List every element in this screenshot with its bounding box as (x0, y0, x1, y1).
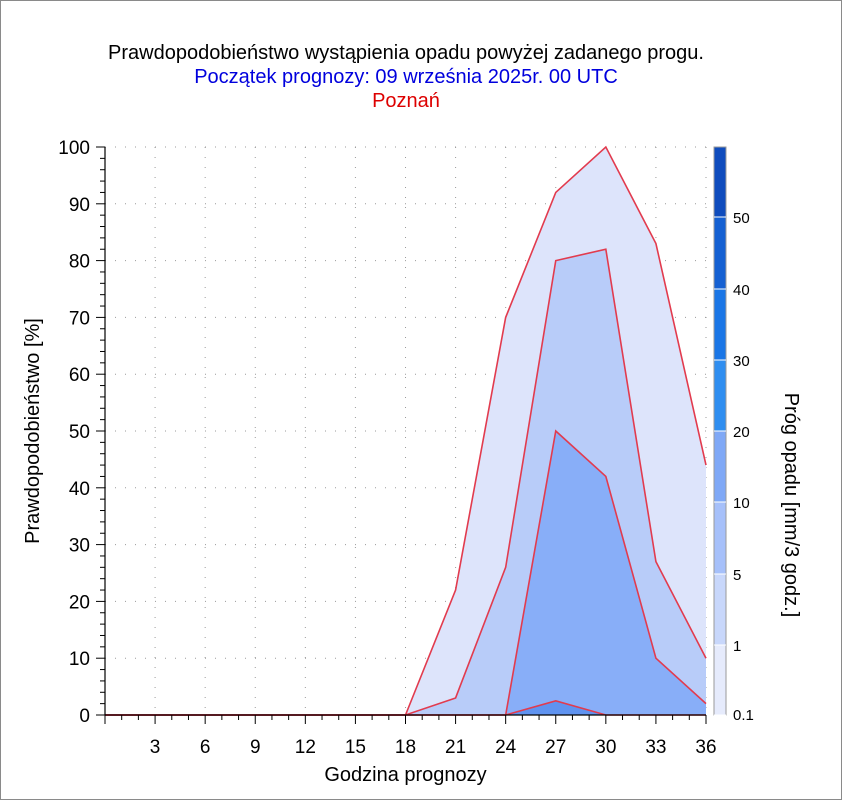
x-axis-title: Godzina prognozy (324, 764, 486, 786)
colorbar-tick-label: 1 (733, 638, 741, 655)
colorbar-segment (714, 289, 726, 360)
colorbar-tick-label: 5 (733, 567, 741, 584)
colorbar-segment (714, 502, 726, 574)
x-tick-label: 3 (150, 737, 161, 758)
y-tick-label: 20 (69, 592, 90, 613)
x-tick-label: 24 (495, 737, 517, 758)
x-tick-label: 6 (200, 737, 211, 758)
colorbar-tick-label: 10 (733, 495, 750, 512)
colorbar-segment (714, 360, 726, 431)
x-tick-label: 15 (345, 737, 366, 758)
colorbar-tick-label: 50 (733, 210, 750, 227)
y-tick-label: 10 (69, 649, 90, 670)
colorbar-segment (714, 147, 726, 217)
x-tick-label: 18 (395, 737, 416, 758)
x-tick-label: 33 (645, 737, 666, 758)
colorbar-tick-label: 30 (733, 353, 750, 370)
colorbar-tick-label: 0.1 (733, 707, 754, 724)
y-tick-label: 50 (69, 422, 90, 443)
colorbar-segment (714, 431, 726, 502)
x-tick-label: 27 (545, 737, 566, 758)
y-tick-label: 30 (69, 536, 90, 557)
area-series (105, 431, 706, 715)
colorbar-title: Próg opadu [mm/3 godz.] (780, 393, 802, 618)
colorbar-segment (714, 217, 726, 289)
area-series (105, 700, 706, 715)
y-tick-label: 90 (69, 195, 90, 216)
forecast-start-subtitle: Początek prognozy: 09 września 2025r. 00… (194, 66, 618, 88)
location-label: Poznań (372, 90, 440, 112)
y-tick-label: 40 (69, 479, 90, 500)
y-tick-label: 100 (58, 138, 90, 159)
chart-title: Prawdopodobieństwo wystąpienia opadu pow… (108, 42, 704, 64)
colorbar-tick-label: 40 (733, 282, 750, 299)
x-tick-label: 36 (695, 737, 716, 758)
y-tick-label: 60 (69, 365, 90, 386)
y-axis-title: Prawdopodobieństwo [%] (22, 318, 44, 544)
colorbar-segment (714, 574, 726, 645)
colorbar-tick-label: 20 (733, 424, 750, 441)
x-tick-label: 21 (445, 737, 466, 758)
colorbar-segment (714, 645, 726, 715)
x-tick-label: 30 (595, 737, 616, 758)
y-tick-label: 70 (69, 308, 90, 329)
x-tick-label: 12 (295, 737, 316, 758)
y-tick-label: 0 (79, 706, 90, 727)
x-tick-label: 9 (250, 737, 261, 758)
y-tick-label: 80 (69, 252, 90, 273)
